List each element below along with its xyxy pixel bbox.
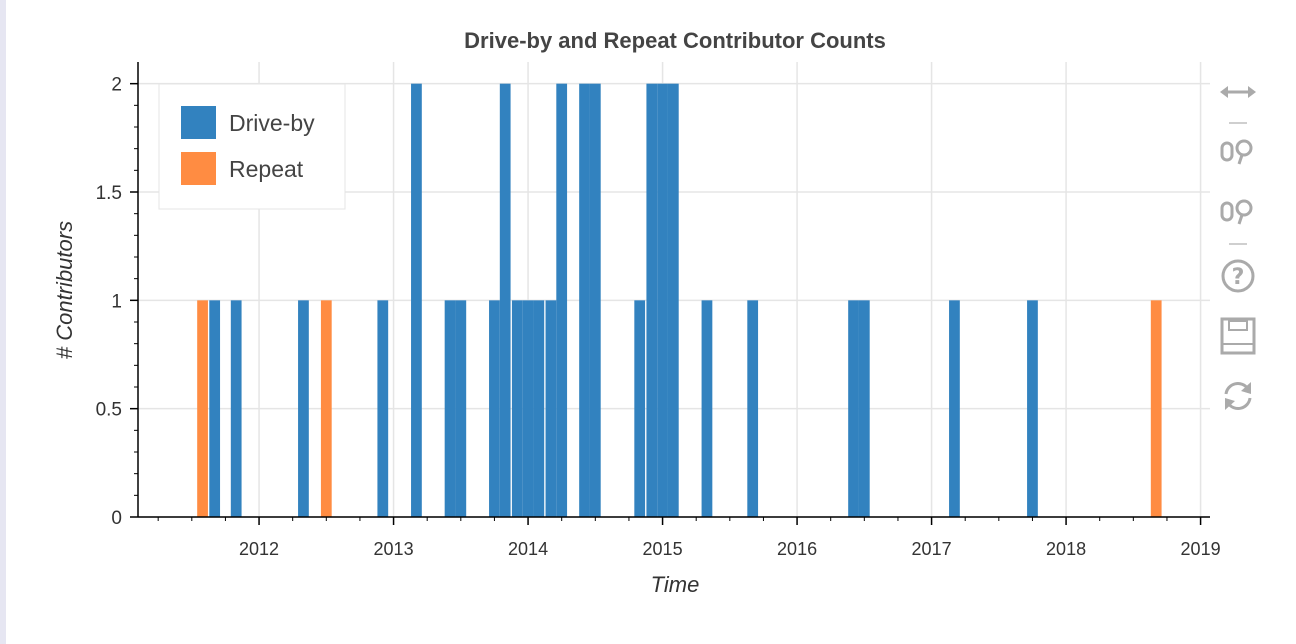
toolbar-separator [1229,243,1247,245]
bar-drive-by [511,300,523,517]
page-left-edge [0,0,6,644]
legend-box [158,83,346,210]
save-tool-button[interactable] [1218,316,1258,356]
bar-drive-by [1027,300,1038,517]
reset-tool-button[interactable] [1218,376,1258,416]
bar-drive-by [298,300,309,517]
y-tick-label: 2 [111,75,122,96]
bars [197,83,1162,518]
bar-repeat [320,300,332,517]
refresh-icon [1224,382,1252,410]
chart-title: Drive-by and Repeat Contributor Counts [464,28,886,53]
bar-drive-by [667,83,679,518]
x-tick-label: 2019 [1181,539,1221,559]
bar-drive-by [701,300,713,517]
legend-swatch-drive-by [181,106,216,139]
bar-drive-by [377,300,389,517]
question-icon: ? [1221,259,1255,293]
bar-drive-by [657,83,668,518]
bar-drive-by [848,300,859,517]
legend-label-repeat: Repeat [229,156,304,182]
svg-text:?: ? [1232,265,1245,290]
bar-drive-by [209,300,221,517]
wheel-zoom-tool-button[interactable] [1218,132,1258,172]
bar-repeat [1150,300,1162,517]
pan-tool-button[interactable] [1218,72,1258,112]
toolbar: ? [1212,72,1262,432]
bar-drive-by [589,83,601,518]
bar-drive-by [634,300,646,517]
bar-drive-by [556,83,568,518]
bar-drive-by [533,300,545,517]
x-tick-label: 2015 [643,539,683,559]
bar-drive-by [411,83,422,518]
bar-drive-by [747,300,759,517]
x-tick-label: 2017 [912,539,952,559]
x-axis-label: Time [651,572,700,597]
bar-drive-by [455,300,467,517]
bar-drive-by [522,300,534,517]
bar-drive-by [579,83,590,518]
x-tick-label: 2013 [374,539,414,559]
y-tick-label: 0.5 [96,400,122,421]
toolbar-separator [1229,122,1247,124]
floppy-disk-icon [1220,317,1256,355]
horizontal-arrows-icon [1220,86,1256,98]
bar-drive-by [444,300,456,517]
y-tick-label: 1 [111,291,122,312]
help-tool-button[interactable]: ? [1218,256,1258,296]
x-tick-label: 2012 [239,539,279,559]
bar-drive-by [499,83,511,518]
box-zoom-tool-button[interactable] [1218,192,1258,232]
bar-repeat [197,300,208,517]
bar-drive-by [646,83,658,518]
legend-label-drive-by: Drive-by [229,110,315,136]
bar-drive-by [489,300,500,517]
legend: Drive-by Repeat [158,83,346,210]
axes: 2012 2013 2014 2015 2016 2017 2018 2019 0 0.5 1 1.5… [96,62,1221,559]
y-axis-label: # Contributors [52,221,77,359]
bar-drive-by [949,300,960,517]
y-tick-label: 0 [111,508,122,529]
bar-drive-by [230,300,242,517]
bar-drive-by [545,300,557,517]
x-tick-label: 2016 [777,539,817,559]
bar-drive-by [858,300,870,517]
legend-swatch-repeat [181,152,216,185]
y-tick-label: 1.5 [96,183,122,204]
magnifier-icon [1220,139,1253,165]
magnifier-icon [1220,199,1253,225]
x-tick-label: 2018 [1046,539,1086,559]
x-tick-label: 2014 [508,539,548,559]
